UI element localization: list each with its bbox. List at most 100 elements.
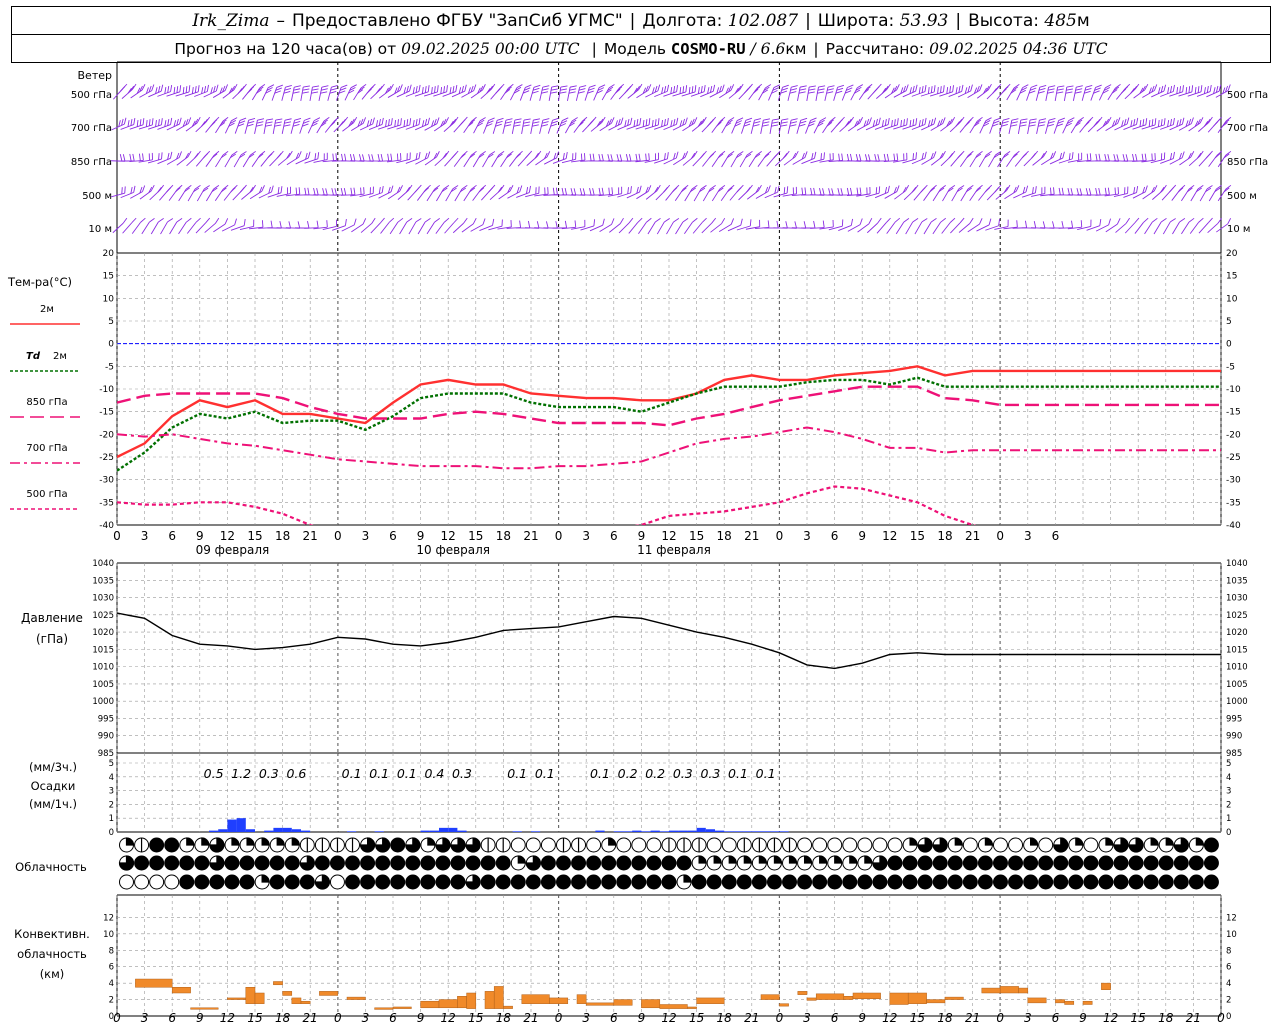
wind-barb — [203, 84, 219, 98]
wind-barb — [1016, 84, 1029, 101]
wind-barb — [285, 187, 301, 197]
wind-barb — [130, 84, 146, 99]
wind-barb — [846, 154, 862, 162]
wind-barb — [1162, 218, 1176, 235]
wind-barb — [408, 218, 422, 235]
wind-barb — [521, 118, 531, 134]
wind-barb — [1095, 187, 1110, 196]
cloud-fill — [872, 855, 888, 871]
pres-tick-label-left: 1030 — [92, 594, 114, 604]
cloud-symbol — [992, 855, 1008, 871]
wind-barb — [548, 85, 559, 101]
precip-3h-total: 0.6 — [286, 766, 306, 781]
convective-bar — [300, 1000, 311, 1004]
wind-barb — [120, 117, 136, 130]
precip-bar — [779, 831, 789, 832]
wind-barb — [1217, 150, 1232, 168]
temp-tick-label-right: -20 — [1226, 430, 1241, 440]
convective-bar — [1055, 999, 1065, 1004]
bottom-x-tick-label: 18 — [717, 1011, 733, 1024]
precip-tick-label-left: 0 — [109, 828, 114, 838]
wind-barb — [304, 187, 319, 196]
wind-barb — [269, 150, 284, 167]
wind-barb — [1132, 153, 1147, 162]
wind-barb — [1141, 153, 1156, 163]
cloud-symbol — [631, 855, 647, 871]
wind-barb — [1150, 118, 1166, 130]
wind-barb — [598, 187, 614, 197]
wind-barb — [865, 154, 880, 162]
temp-x-tick-label: 0 — [555, 529, 563, 543]
bottom-x-tick-label: 18 — [496, 1011, 512, 1024]
wind-barb — [224, 151, 238, 168]
wind-barb — [184, 85, 200, 97]
wind-barb — [1207, 217, 1223, 234]
wind-barb — [426, 217, 440, 235]
wind-barb — [819, 188, 834, 196]
wind-barb — [782, 186, 797, 197]
cloud-symbol — [676, 855, 692, 871]
temp-x-tick-label: 3 — [362, 529, 370, 543]
precip-3h-total: 0.4 — [424, 766, 444, 781]
date-label: 11 февраля — [637, 543, 711, 557]
precip-bar — [742, 831, 752, 832]
wind-barb — [731, 117, 744, 134]
wind-barb — [277, 150, 293, 166]
wind-barb — [232, 184, 247, 201]
cloud-symbol — [164, 874, 180, 890]
convective-bar — [1027, 997, 1047, 1004]
cloud-fill — [435, 837, 451, 853]
wind-barb — [777, 84, 789, 101]
wind-barb — [295, 151, 311, 165]
cloud-symbol — [1023, 874, 1039, 890]
wind-barb — [1187, 85, 1203, 97]
wind-barb — [336, 84, 348, 101]
wind-barb — [121, 83, 137, 99]
wind-barb — [967, 218, 983, 233]
wind-barb — [702, 185, 716, 202]
precip-bar — [659, 831, 669, 832]
wind-barb — [1123, 185, 1139, 198]
cloud-symbol — [1188, 855, 1204, 871]
wind-barb — [1072, 85, 1083, 101]
temp-x-tick-label: 21 — [303, 529, 318, 543]
cloud-symbol — [269, 855, 285, 871]
wind-level-label-right: 10 м — [1227, 224, 1250, 235]
pres-tick-label-left: 990 — [98, 732, 114, 742]
cloud-fill — [954, 837, 963, 846]
wind-barb — [150, 218, 164, 235]
wind-barb — [479, 218, 495, 231]
wind-barb — [1160, 117, 1175, 130]
wind-barb — [700, 84, 716, 98]
wind-barb — [791, 221, 807, 229]
wind-barb — [858, 83, 873, 101]
temp-x-tick-label: 9 — [638, 529, 646, 543]
wind-barb — [923, 184, 937, 201]
cloud-symbol — [1203, 874, 1219, 890]
wind-barb — [396, 152, 411, 164]
wind-barb — [359, 117, 375, 131]
wind-barb — [1171, 184, 1186, 201]
wind-barb — [251, 83, 266, 101]
wind-barb — [415, 151, 431, 165]
wind-barb — [610, 83, 625, 100]
wind-barb — [561, 188, 577, 196]
wind-barb — [626, 118, 642, 130]
wind-barb — [159, 184, 174, 201]
cloud-symbol — [1053, 874, 1069, 890]
cloud-symbol — [601, 855, 617, 871]
wind-barb — [874, 153, 890, 162]
wind-barb — [571, 153, 586, 163]
wind-barb — [186, 150, 201, 167]
wind-barb — [214, 184, 229, 202]
wind-barb — [129, 153, 144, 162]
wind-barb — [684, 185, 698, 202]
wind-barb — [626, 185, 642, 199]
wind-barb — [876, 83, 891, 99]
temp-tick-label-right: -30 — [1226, 476, 1241, 486]
cloud-symbol — [360, 874, 376, 890]
convective-title-1: Конвективн. — [14, 927, 90, 941]
wind-barb — [148, 118, 163, 130]
wind-barb — [350, 154, 365, 162]
cloud-symbol — [1203, 837, 1219, 853]
